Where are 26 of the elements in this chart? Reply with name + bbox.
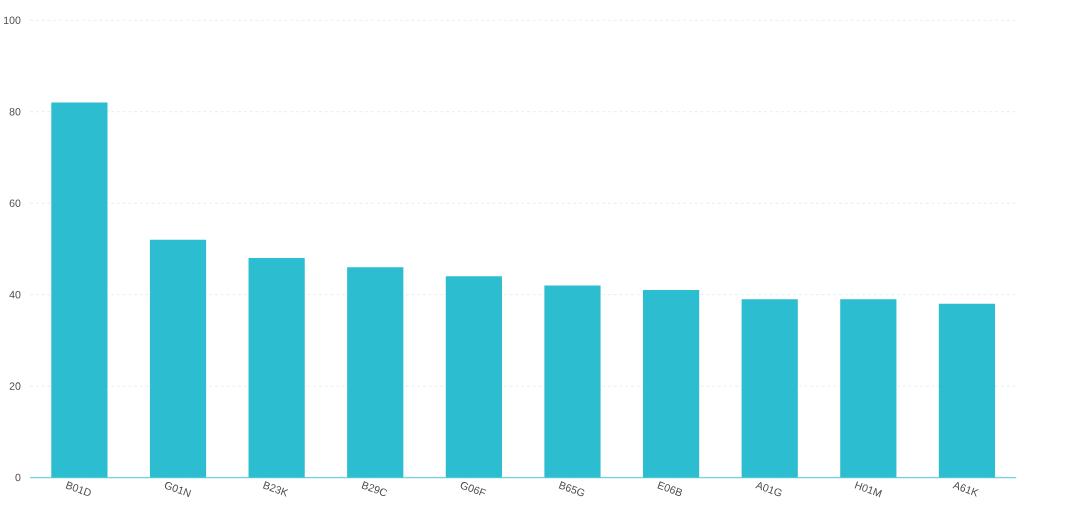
bar [347,267,404,478]
x-tick-label: H01M [854,481,882,498]
bar [642,290,700,478]
x-tick-label: A61K [952,481,979,497]
bar [938,303,996,478]
y-tick-label: 20 [9,382,21,390]
bar [51,102,108,478]
y-tick-label: 60 [9,199,21,207]
bar [741,299,798,478]
bar [445,276,502,478]
bar [840,299,897,478]
bar [149,239,207,478]
x-tick-label: G06F [460,481,487,496]
x-tick-label: B23K [262,481,289,497]
x-tick-label: A01G [755,481,782,497]
y-tick-label: 0 [15,473,21,482]
y-tick-label: 40 [9,290,21,299]
x-tick-label: B01D [65,481,91,496]
y-tick-label: 80 [9,107,21,116]
x-tick-label: B65G [558,481,585,497]
y-tick-label: 100 [4,16,21,24]
x-tick-label: E06B [657,481,682,496]
x-tick-label: G01N [164,481,192,497]
x-tick-label: B29C [361,481,388,496]
bar [248,258,305,478]
bar [544,285,601,478]
